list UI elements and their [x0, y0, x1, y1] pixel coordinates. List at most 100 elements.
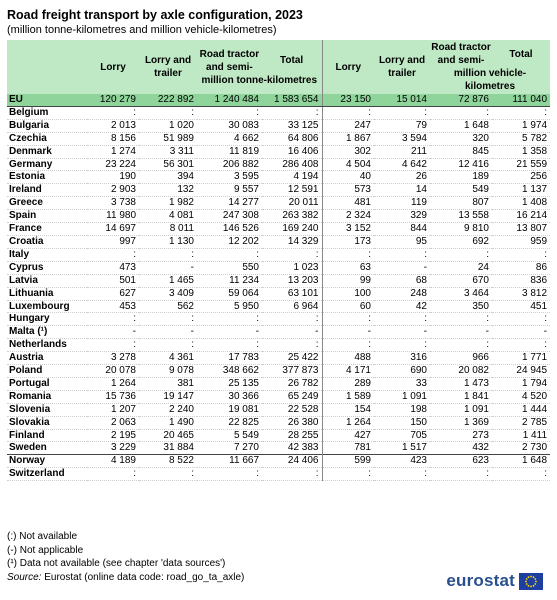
value-cell: - — [87, 325, 139, 340]
value-cell: 24 406 — [262, 454, 322, 469]
value-cell: 501 — [87, 274, 139, 288]
table-row: EU 120 279 222 892 1 240 484 1 583 654 23 150… — [7, 94, 551, 107]
value-cell: 997 — [87, 235, 139, 249]
country-cell: Latvia — [7, 274, 87, 288]
value-cell: 28 255 — [262, 429, 322, 443]
table-row: Cyprus 473-550 1 023 63-24 86 — [7, 261, 551, 275]
table-row: Romania 15 736 19 147 30 366 65 249 1 589 1 09… — [7, 390, 551, 404]
value-cell: : — [262, 338, 322, 353]
table-row: Germany 23 224 56 301 206 882 286 408 4 504 4 … — [7, 158, 551, 172]
value-cell: 154 — [321, 403, 374, 417]
table-row: Ireland 2 903 132 9 557 12 591 573 14 549 1 137 — [7, 183, 551, 198]
table-row: Estonia 190 394 3 595 4 194 40 26 189 256 — [7, 170, 551, 185]
country-cell: Romania — [7, 390, 87, 404]
value-cell: 26 380 — [262, 416, 322, 430]
country-cell: Greece — [7, 196, 87, 211]
value-cell: : — [87, 106, 139, 120]
value-cell: 8 522 — [139, 454, 197, 469]
table-row: Finland 2 195 20 465 5 549 28 255 427 705 273 1 … — [7, 429, 551, 443]
value-cell: 3 812 — [492, 287, 551, 301]
value-cell: 350 — [430, 300, 492, 314]
value-cell: 13 203 — [262, 274, 322, 288]
table-row: Portugal 1 264 381 25 135 26 782 289 33 1 473 1 … — [7, 377, 551, 391]
value-cell: : — [321, 467, 374, 482]
value-cell: 286 408 — [262, 158, 322, 172]
value-cell: 1 130 — [139, 235, 197, 249]
country-cell: Finland — [7, 429, 87, 443]
value-cell: 5 782 — [492, 132, 551, 146]
value-cell: 65 249 — [262, 390, 322, 404]
value-cell: 5 950 — [197, 300, 262, 314]
table-row: Denmark 1 274 3 311 11 819 16 406 302 211 845 1 … — [7, 145, 551, 159]
source-line: Source: Eurostat (online data code: road… — [7, 571, 244, 585]
value-cell: 627 — [87, 287, 139, 301]
value-cell: 16 214 — [492, 209, 551, 224]
value-cell: 56 301 — [139, 158, 197, 172]
value-cell: 3 595 — [197, 170, 262, 185]
country-cell: Hungary — [7, 312, 87, 327]
country-cell: Luxembourg — [7, 300, 87, 314]
table-row: Greece 3 738 1 982 14 277 20 011 481 119 807 1 4… — [7, 196, 551, 211]
header-lorry-trailer-vkm: Lorry and trailer — [374, 40, 430, 94]
value-cell: 2 240 — [139, 403, 197, 417]
value-cell: : — [139, 467, 197, 482]
eu-flag-icon — [519, 572, 543, 590]
value-cell: 845 — [430, 145, 492, 159]
country-cell: Spain — [7, 209, 87, 224]
value-cell: 24 — [430, 261, 492, 275]
header-road-tractor-vkm: Road tractor and semi- — [431, 42, 491, 66]
table-subtitle: (million tonne-kilometres and million ve… — [7, 24, 277, 36]
value-cell: : — [197, 312, 262, 327]
value-cell: 24 945 — [492, 364, 551, 378]
value-cell: : — [262, 467, 322, 482]
value-cell: : — [492, 312, 551, 327]
value-cell: : — [374, 338, 430, 353]
value-cell: 12 416 — [430, 158, 492, 172]
value-cell: 4 189 — [87, 454, 139, 469]
value-cell: 2 785 — [492, 416, 551, 430]
value-cell: 11 819 — [197, 145, 262, 159]
value-cell: 42 383 — [262, 441, 322, 456]
value-cell: : — [492, 338, 551, 353]
value-cell: 381 — [139, 377, 197, 391]
value-cell: 60 — [321, 300, 374, 314]
value-cell: 23 224 — [87, 158, 139, 172]
value-cell: 42 — [374, 300, 430, 314]
country-cell: Belgium — [7, 106, 87, 120]
table-row: France 14 697 8 011 146 526 169 240 3 152 844 9… — [7, 222, 551, 236]
value-cell: 3 738 — [87, 196, 139, 211]
value-cell: : — [430, 248, 492, 262]
country-cell: Bulgaria — [7, 119, 87, 133]
value-cell: 25 135 — [197, 377, 262, 391]
value-cell: : — [492, 106, 551, 120]
value-cell: 19 081 — [197, 403, 262, 417]
table-row: Austria 3 278 4 361 17 783 25 422 488 316 966 1 … — [7, 351, 551, 366]
value-cell: 198 — [374, 403, 430, 417]
value-cell: 1 274 — [87, 145, 139, 159]
value-cell: 256 — [492, 170, 551, 185]
value-cell: 263 382 — [262, 209, 322, 224]
value-cell: : — [197, 467, 262, 482]
value-cell: 11 980 — [87, 209, 139, 224]
country-cell: Estonia — [7, 170, 87, 185]
value-cell: 40 — [321, 170, 374, 185]
value-cell: 64 806 — [262, 132, 322, 146]
value-cell: 4 662 — [197, 132, 262, 146]
header-lorry-trailer-tkm: Lorry and trailer — [139, 40, 197, 94]
value-cell: 3 152 — [321, 222, 374, 236]
country-cell: Cyprus — [7, 261, 87, 275]
value-cell: 1 020 — [139, 119, 197, 133]
value-cell: : — [430, 467, 492, 482]
table-row: Hungary:::::::: — [7, 312, 551, 327]
value-cell: 1 408 — [492, 196, 551, 211]
table-row: Italy:::::::: — [7, 248, 551, 262]
value-cell: : — [374, 467, 430, 482]
value-cell: 1 841 — [430, 390, 492, 404]
value-cell: 1 473 — [430, 377, 492, 391]
value-cell: 13 807 — [492, 222, 551, 236]
value-cell: - — [321, 325, 374, 340]
table-row: Belgium:::::::: — [7, 106, 551, 120]
value-cell: : — [139, 248, 197, 262]
table-row: Spain 11 980 4 081 247 308 263 382 2 324 329 13… — [7, 209, 551, 224]
value-cell: 2 903 — [87, 183, 139, 198]
